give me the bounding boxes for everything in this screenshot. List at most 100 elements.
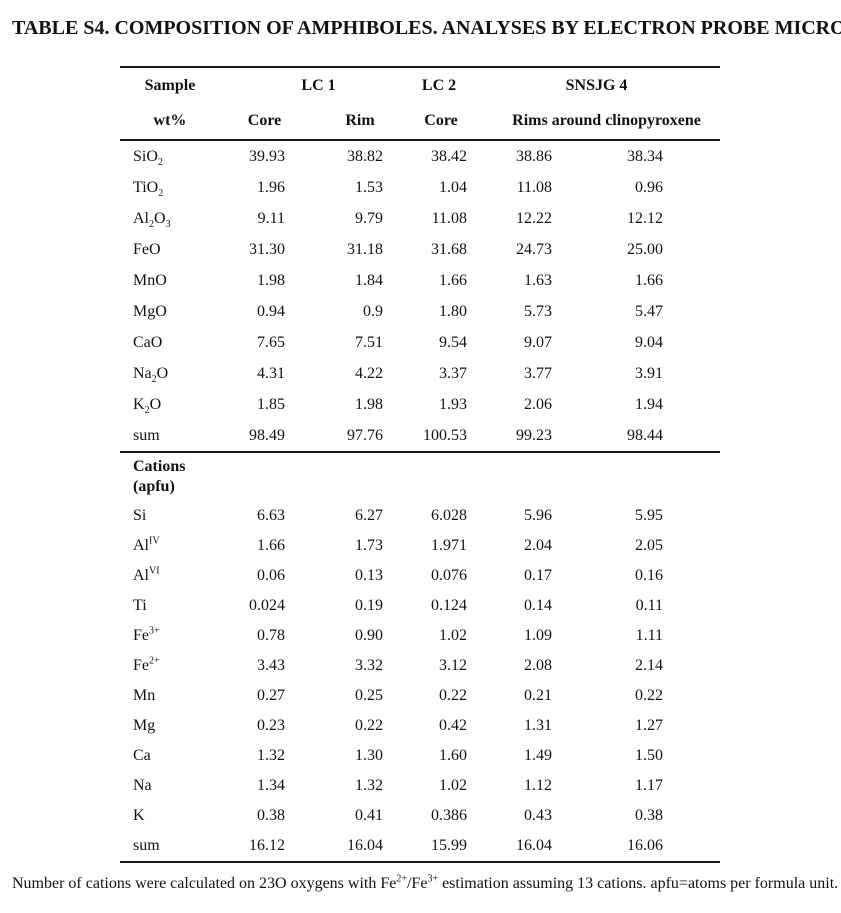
row-label: MgO bbox=[133, 302, 167, 320]
spacer-cell bbox=[669, 265, 720, 296]
value-cell: 25.00 bbox=[627, 240, 664, 258]
header-lc2-core: Core bbox=[424, 112, 458, 129]
spacer-cell bbox=[669, 203, 720, 234]
value-cell: 1.66 bbox=[635, 271, 664, 289]
header-group-snsjg4: SNSJG 4 bbox=[565, 76, 628, 94]
value-cell: 4.31 bbox=[257, 364, 285, 382]
value-cell: 39.93 bbox=[249, 147, 285, 165]
value-cell: 5.95 bbox=[635, 507, 664, 524]
value-cell: 11.08 bbox=[516, 178, 553, 196]
value-cell: 1.04 bbox=[439, 178, 468, 196]
value-cell: 2.08 bbox=[524, 657, 553, 674]
row-label: Mn bbox=[133, 687, 156, 704]
value-cell: 0.13 bbox=[355, 567, 384, 584]
value-cell: 16.12 bbox=[249, 837, 285, 854]
row-label: sum bbox=[133, 837, 160, 854]
row-label: sum bbox=[133, 426, 160, 444]
value-cell: 3.43 bbox=[257, 657, 285, 674]
value-cell: 2.14 bbox=[635, 657, 664, 674]
value-cell: 0.386 bbox=[431, 807, 468, 824]
table-row-cao: CaO 7.65 7.51 9.54 9.07 9.04 bbox=[120, 327, 720, 358]
table-row-sum: sum 98.49 97.76 100.53 99.23 98.44 bbox=[120, 420, 720, 452]
value-cell: 1.98 bbox=[355, 395, 384, 413]
table-row-feo: FeO 31.30 31.18 31.68 24.73 25.00 bbox=[120, 234, 720, 265]
value-cell: 3.32 bbox=[355, 657, 384, 674]
table-row-na2o: Na2O 4.31 4.22 3.37 3.77 3.91 bbox=[120, 358, 720, 389]
value-cell: 0.27 bbox=[257, 687, 285, 704]
header-sample: Sample bbox=[144, 76, 196, 94]
row-label: AlIV bbox=[133, 535, 160, 554]
value-cell: 98.44 bbox=[627, 426, 664, 444]
value-cell: 15.99 bbox=[431, 837, 468, 854]
spacer-cell bbox=[669, 420, 720, 452]
spacer-cell bbox=[669, 296, 720, 327]
value-cell: 6.028 bbox=[431, 507, 468, 524]
table-row-k2o: K2O 1.85 1.98 1.93 2.06 1.94 bbox=[120, 389, 720, 420]
value-cell: 1.53 bbox=[355, 178, 384, 196]
spacer-cell bbox=[669, 172, 720, 203]
table-row-sum: sum 16.12 16.04 15.99 16.04 16.06 bbox=[120, 831, 720, 862]
value-cell: 1.66 bbox=[439, 271, 468, 289]
value-cell: 0.90 bbox=[355, 627, 384, 644]
value-cell: 0.22 bbox=[355, 717, 384, 734]
row-label: Ca bbox=[133, 747, 151, 764]
wt-percent-section: SiO2 39.93 38.82 38.42 38.86 38.34 TiO2 1.96 1.5… bbox=[120, 140, 721, 452]
table-row-fe3: Fe3+ 0.78 0.90 1.02 1.09 1.11 bbox=[120, 621, 720, 651]
value-cell: 7.65 bbox=[257, 333, 285, 351]
row-label: SiO2 bbox=[133, 147, 163, 168]
section-label-line: (apfu) bbox=[133, 478, 175, 495]
spacer-cell bbox=[669, 591, 720, 621]
value-cell: 0.14 bbox=[524, 597, 553, 614]
value-cell: 0.22 bbox=[439, 687, 468, 704]
value-cell: 0.21 bbox=[524, 687, 553, 704]
value-cell: 0.076 bbox=[431, 567, 468, 584]
value-cell: 2.06 bbox=[524, 395, 553, 413]
spacer-cell bbox=[669, 140, 720, 172]
spacer-cell bbox=[669, 741, 720, 771]
spacer-cell bbox=[669, 711, 720, 741]
table-footnote: Number of cations were calculated on 23O… bbox=[12, 873, 839, 892]
spacer-cell bbox=[669, 389, 720, 420]
spacer-cell bbox=[669, 327, 720, 358]
row-label: MnO bbox=[133, 271, 167, 289]
header-wt-percent: wt% bbox=[153, 112, 187, 129]
value-cell: 1.02 bbox=[439, 777, 468, 794]
spacer-cell bbox=[669, 681, 720, 711]
value-cell: 2.04 bbox=[524, 537, 553, 554]
row-label: Mg bbox=[133, 717, 156, 734]
header-sub-row: wt% Core Rim Core Rims around clinopyrox… bbox=[120, 103, 720, 140]
row-label: CaO bbox=[133, 333, 163, 351]
value-cell: 1.30 bbox=[355, 747, 384, 764]
value-cell: 9.54 bbox=[439, 333, 468, 351]
row-label: Al2O3 bbox=[133, 209, 171, 230]
value-cell: 0.94 bbox=[257, 302, 285, 320]
row-label: Fe3+ bbox=[133, 625, 160, 644]
value-cell: 98.49 bbox=[249, 426, 285, 444]
value-cell: 1.34 bbox=[257, 777, 285, 794]
value-cell: 6.27 bbox=[355, 507, 384, 524]
value-cell: 5.73 bbox=[524, 302, 553, 320]
value-cell: 5.96 bbox=[524, 507, 553, 524]
value-cell: 0.024 bbox=[249, 597, 285, 614]
value-cell: 31.68 bbox=[431, 240, 468, 258]
table-row-aliv: AlIV 1.66 1.73 1.971 2.04 2.05 bbox=[120, 531, 720, 561]
value-cell: 1.09 bbox=[524, 627, 553, 644]
table-row-al2o3: Al2O3 9.11 9.79 11.08 12.22 12.12 bbox=[120, 203, 720, 234]
value-cell: 1.31 bbox=[524, 717, 553, 734]
value-cell: 9.04 bbox=[635, 333, 664, 351]
value-cell: 1.94 bbox=[635, 395, 664, 413]
row-label: TiO2 bbox=[133, 178, 164, 199]
value-cell: 38.82 bbox=[347, 147, 384, 165]
row-label: Na2O bbox=[133, 364, 169, 385]
table-header: Sample LC 1 LC 2 SNSJG 4 wt% Core Rim Co… bbox=[120, 67, 721, 140]
value-cell: 11.08 bbox=[431, 209, 468, 227]
row-label: Na bbox=[133, 777, 152, 794]
table-row-mg: Mg 0.23 0.22 0.42 1.31 1.27 bbox=[120, 711, 720, 741]
row-label: FeO bbox=[133, 240, 161, 258]
value-cell: 2.05 bbox=[635, 537, 664, 554]
table-row-ti: Ti 0.024 0.19 0.124 0.14 0.11 bbox=[120, 591, 720, 621]
value-cell: 0.78 bbox=[257, 627, 285, 644]
header-group-lc1: LC 1 bbox=[301, 76, 336, 94]
table-row-sio2: SiO2 39.93 38.82 38.42 38.86 38.34 bbox=[120, 140, 720, 172]
spacer-cell bbox=[669, 234, 720, 265]
